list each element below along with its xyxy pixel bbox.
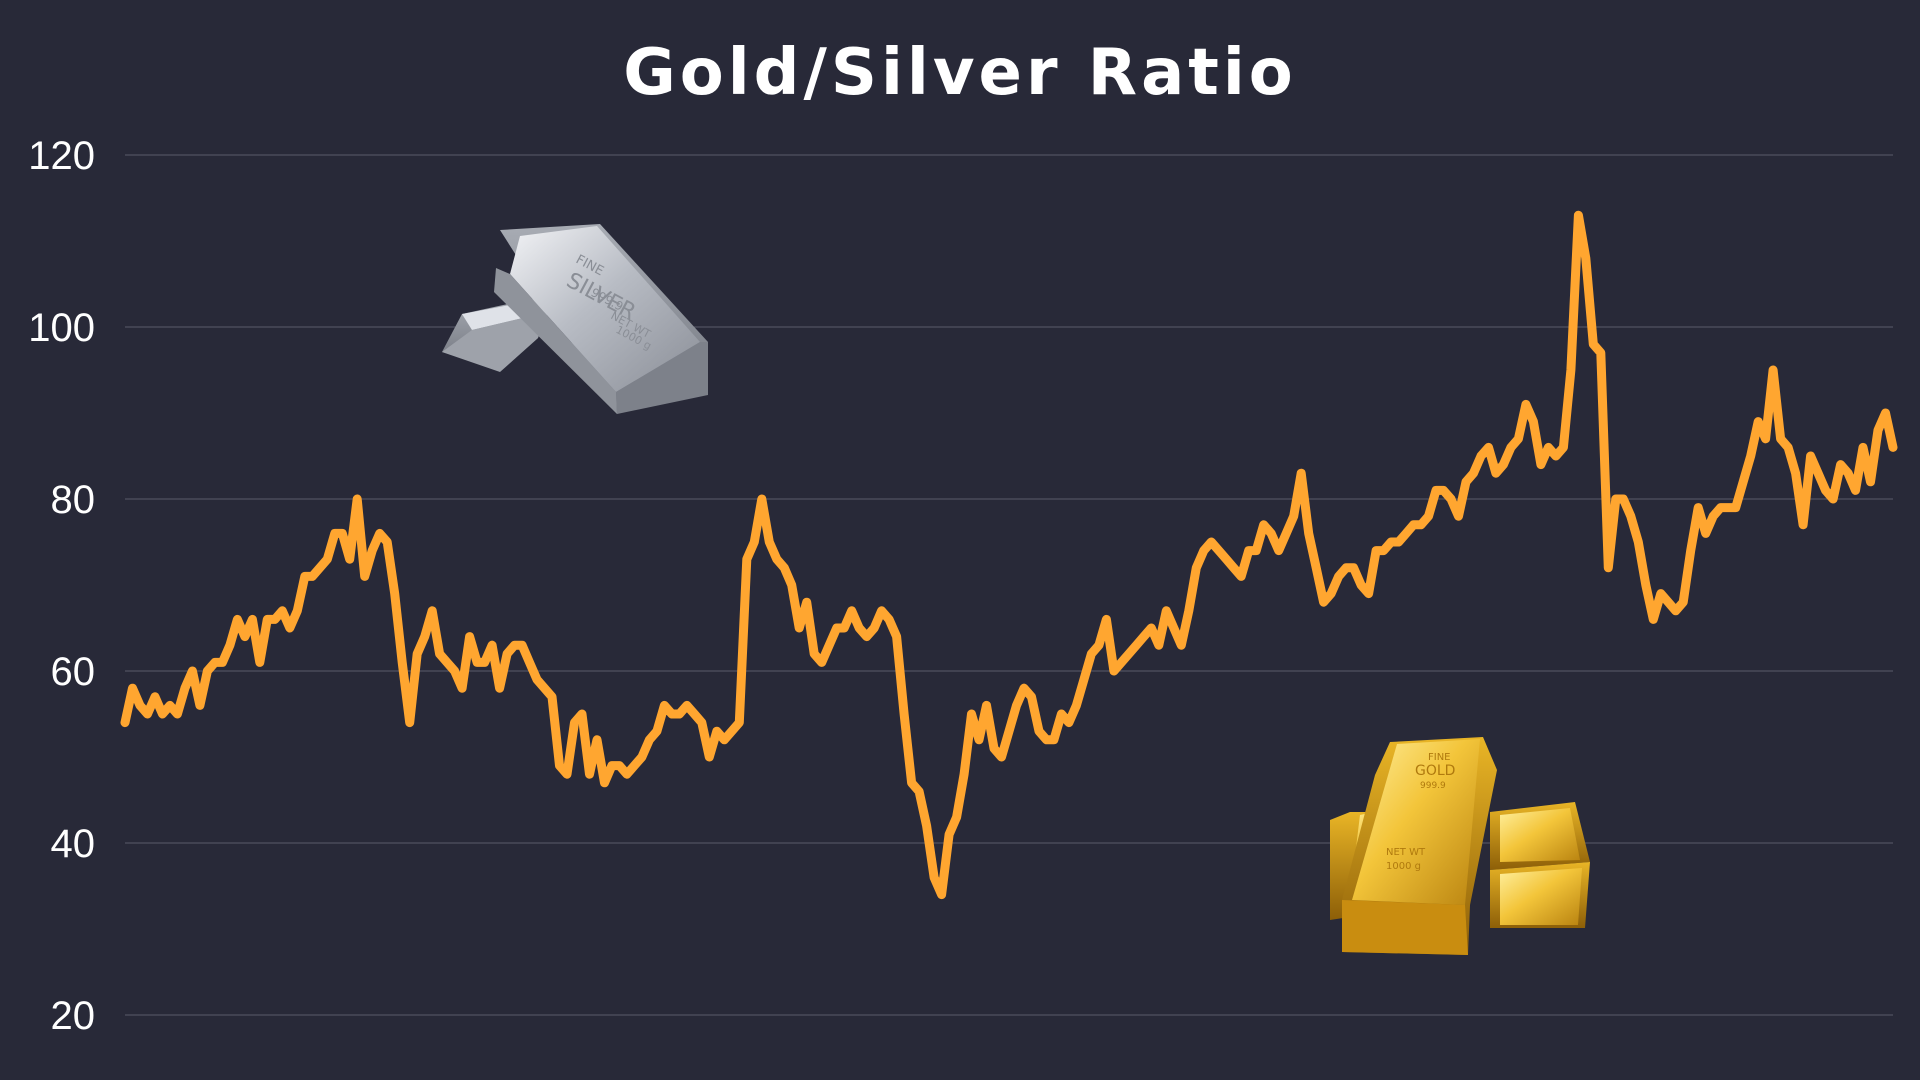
silver-bars-image: FINE SILVER 999.9 NET WT 1000 g bbox=[442, 224, 708, 414]
y-tick-label: 60 bbox=[51, 650, 96, 694]
y-tick-label: 100 bbox=[28, 306, 95, 350]
gold-bar-text-purity: 999.9 bbox=[1420, 781, 1446, 791]
gold-bar-text-gold: GOLD bbox=[1415, 763, 1455, 779]
y-axis-tick-labels: 20 40 60 80 100 120 bbox=[28, 134, 95, 1038]
series-group bbox=[120, 210, 1898, 900]
y-tick-label: 20 bbox=[51, 994, 96, 1038]
gold-bar-text-fine: FINE bbox=[1428, 752, 1451, 763]
chart-title: Gold/Silver Ratio bbox=[623, 36, 1297, 110]
y-tick-label: 120 bbox=[28, 134, 95, 178]
gold-bar-text-netwt: NET WT bbox=[1386, 847, 1426, 858]
gold-bars-image: FINE GOLD 999.9 NET WT 1000 g bbox=[1330, 737, 1590, 955]
series-line bbox=[120, 210, 1898, 900]
y-tick-label: 40 bbox=[51, 822, 96, 866]
y-tick-label: 80 bbox=[51, 478, 96, 522]
gold-bar-text-weight: 1000 g bbox=[1386, 861, 1421, 872]
